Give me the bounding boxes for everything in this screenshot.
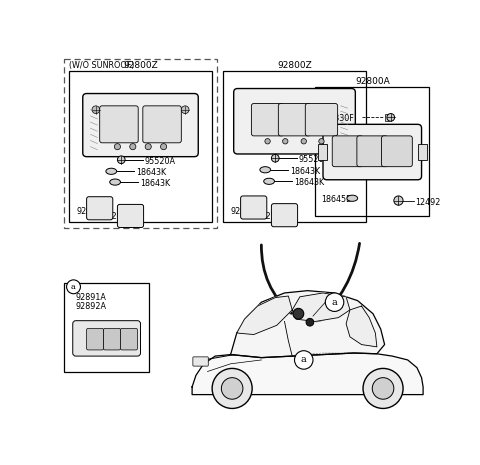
FancyBboxPatch shape bbox=[100, 106, 138, 143]
Ellipse shape bbox=[264, 178, 275, 185]
Text: 92892A: 92892A bbox=[75, 302, 106, 311]
Circle shape bbox=[319, 139, 324, 144]
Text: a: a bbox=[71, 283, 76, 291]
Circle shape bbox=[372, 378, 394, 399]
Polygon shape bbox=[237, 296, 292, 334]
Circle shape bbox=[363, 368, 403, 408]
Circle shape bbox=[394, 196, 403, 205]
Text: 92330F: 92330F bbox=[324, 114, 354, 123]
Text: 92800Z: 92800Z bbox=[123, 61, 158, 70]
Text: 92800A: 92800A bbox=[355, 77, 390, 86]
FancyBboxPatch shape bbox=[278, 104, 311, 136]
Circle shape bbox=[283, 139, 288, 144]
FancyBboxPatch shape bbox=[332, 136, 363, 166]
FancyBboxPatch shape bbox=[120, 328, 137, 350]
Circle shape bbox=[306, 319, 314, 326]
FancyBboxPatch shape bbox=[73, 321, 141, 356]
Polygon shape bbox=[292, 293, 350, 321]
FancyBboxPatch shape bbox=[83, 93, 198, 157]
Text: 18643K: 18643K bbox=[294, 179, 324, 187]
FancyBboxPatch shape bbox=[104, 328, 120, 350]
Bar bbox=[418, 144, 427, 160]
FancyBboxPatch shape bbox=[143, 106, 181, 143]
FancyBboxPatch shape bbox=[86, 197, 113, 220]
Circle shape bbox=[145, 144, 151, 150]
Ellipse shape bbox=[347, 195, 358, 201]
Circle shape bbox=[130, 144, 136, 150]
Text: 95520A: 95520A bbox=[144, 157, 175, 166]
FancyBboxPatch shape bbox=[357, 136, 388, 166]
Circle shape bbox=[114, 144, 120, 150]
Circle shape bbox=[271, 154, 279, 162]
Text: a: a bbox=[301, 355, 307, 365]
FancyBboxPatch shape bbox=[240, 196, 267, 219]
Text: 92823D: 92823D bbox=[77, 206, 108, 216]
Polygon shape bbox=[384, 113, 389, 121]
Ellipse shape bbox=[106, 168, 117, 174]
FancyBboxPatch shape bbox=[323, 124, 421, 180]
Bar bbox=[315, 86, 429, 216]
FancyBboxPatch shape bbox=[252, 104, 284, 136]
Bar bbox=[64, 59, 217, 228]
Text: 92822E: 92822E bbox=[94, 212, 128, 221]
Text: (W/O SUNROOF): (W/O SUNROOF) bbox=[69, 61, 134, 70]
Circle shape bbox=[301, 139, 306, 144]
Circle shape bbox=[387, 113, 395, 121]
Circle shape bbox=[181, 106, 189, 113]
Text: a: a bbox=[332, 298, 337, 307]
Circle shape bbox=[160, 144, 167, 150]
Polygon shape bbox=[192, 353, 423, 395]
FancyBboxPatch shape bbox=[118, 205, 144, 227]
Text: 18645D: 18645D bbox=[322, 195, 353, 204]
FancyBboxPatch shape bbox=[305, 104, 337, 136]
Polygon shape bbox=[346, 306, 377, 347]
Bar bbox=[318, 144, 327, 160]
Bar bbox=[64, 283, 149, 372]
Circle shape bbox=[265, 139, 270, 144]
Text: 92822E: 92822E bbox=[248, 212, 282, 221]
Text: 95520A: 95520A bbox=[299, 155, 329, 164]
Text: 92823D: 92823D bbox=[230, 206, 262, 216]
Circle shape bbox=[293, 308, 304, 319]
FancyBboxPatch shape bbox=[193, 357, 208, 366]
Circle shape bbox=[212, 368, 252, 408]
Circle shape bbox=[92, 106, 100, 113]
FancyBboxPatch shape bbox=[234, 88, 355, 154]
Text: 18643K: 18643K bbox=[140, 179, 170, 188]
Bar bbox=[223, 71, 366, 222]
Bar bbox=[69, 71, 212, 222]
Ellipse shape bbox=[110, 179, 120, 185]
FancyBboxPatch shape bbox=[382, 136, 412, 166]
Text: 18643K: 18643K bbox=[136, 168, 166, 177]
Ellipse shape bbox=[260, 166, 271, 173]
Text: 92800Z: 92800Z bbox=[277, 61, 312, 70]
Text: 92891A: 92891A bbox=[75, 293, 106, 302]
FancyBboxPatch shape bbox=[86, 328, 104, 350]
Circle shape bbox=[221, 378, 243, 399]
Text: 18643K: 18643K bbox=[290, 167, 320, 176]
Circle shape bbox=[325, 293, 344, 312]
Circle shape bbox=[67, 280, 81, 294]
FancyBboxPatch shape bbox=[271, 204, 298, 227]
Circle shape bbox=[295, 351, 313, 369]
Circle shape bbox=[118, 156, 125, 164]
Polygon shape bbox=[230, 291, 384, 358]
Text: 12492: 12492 bbox=[415, 198, 441, 206]
